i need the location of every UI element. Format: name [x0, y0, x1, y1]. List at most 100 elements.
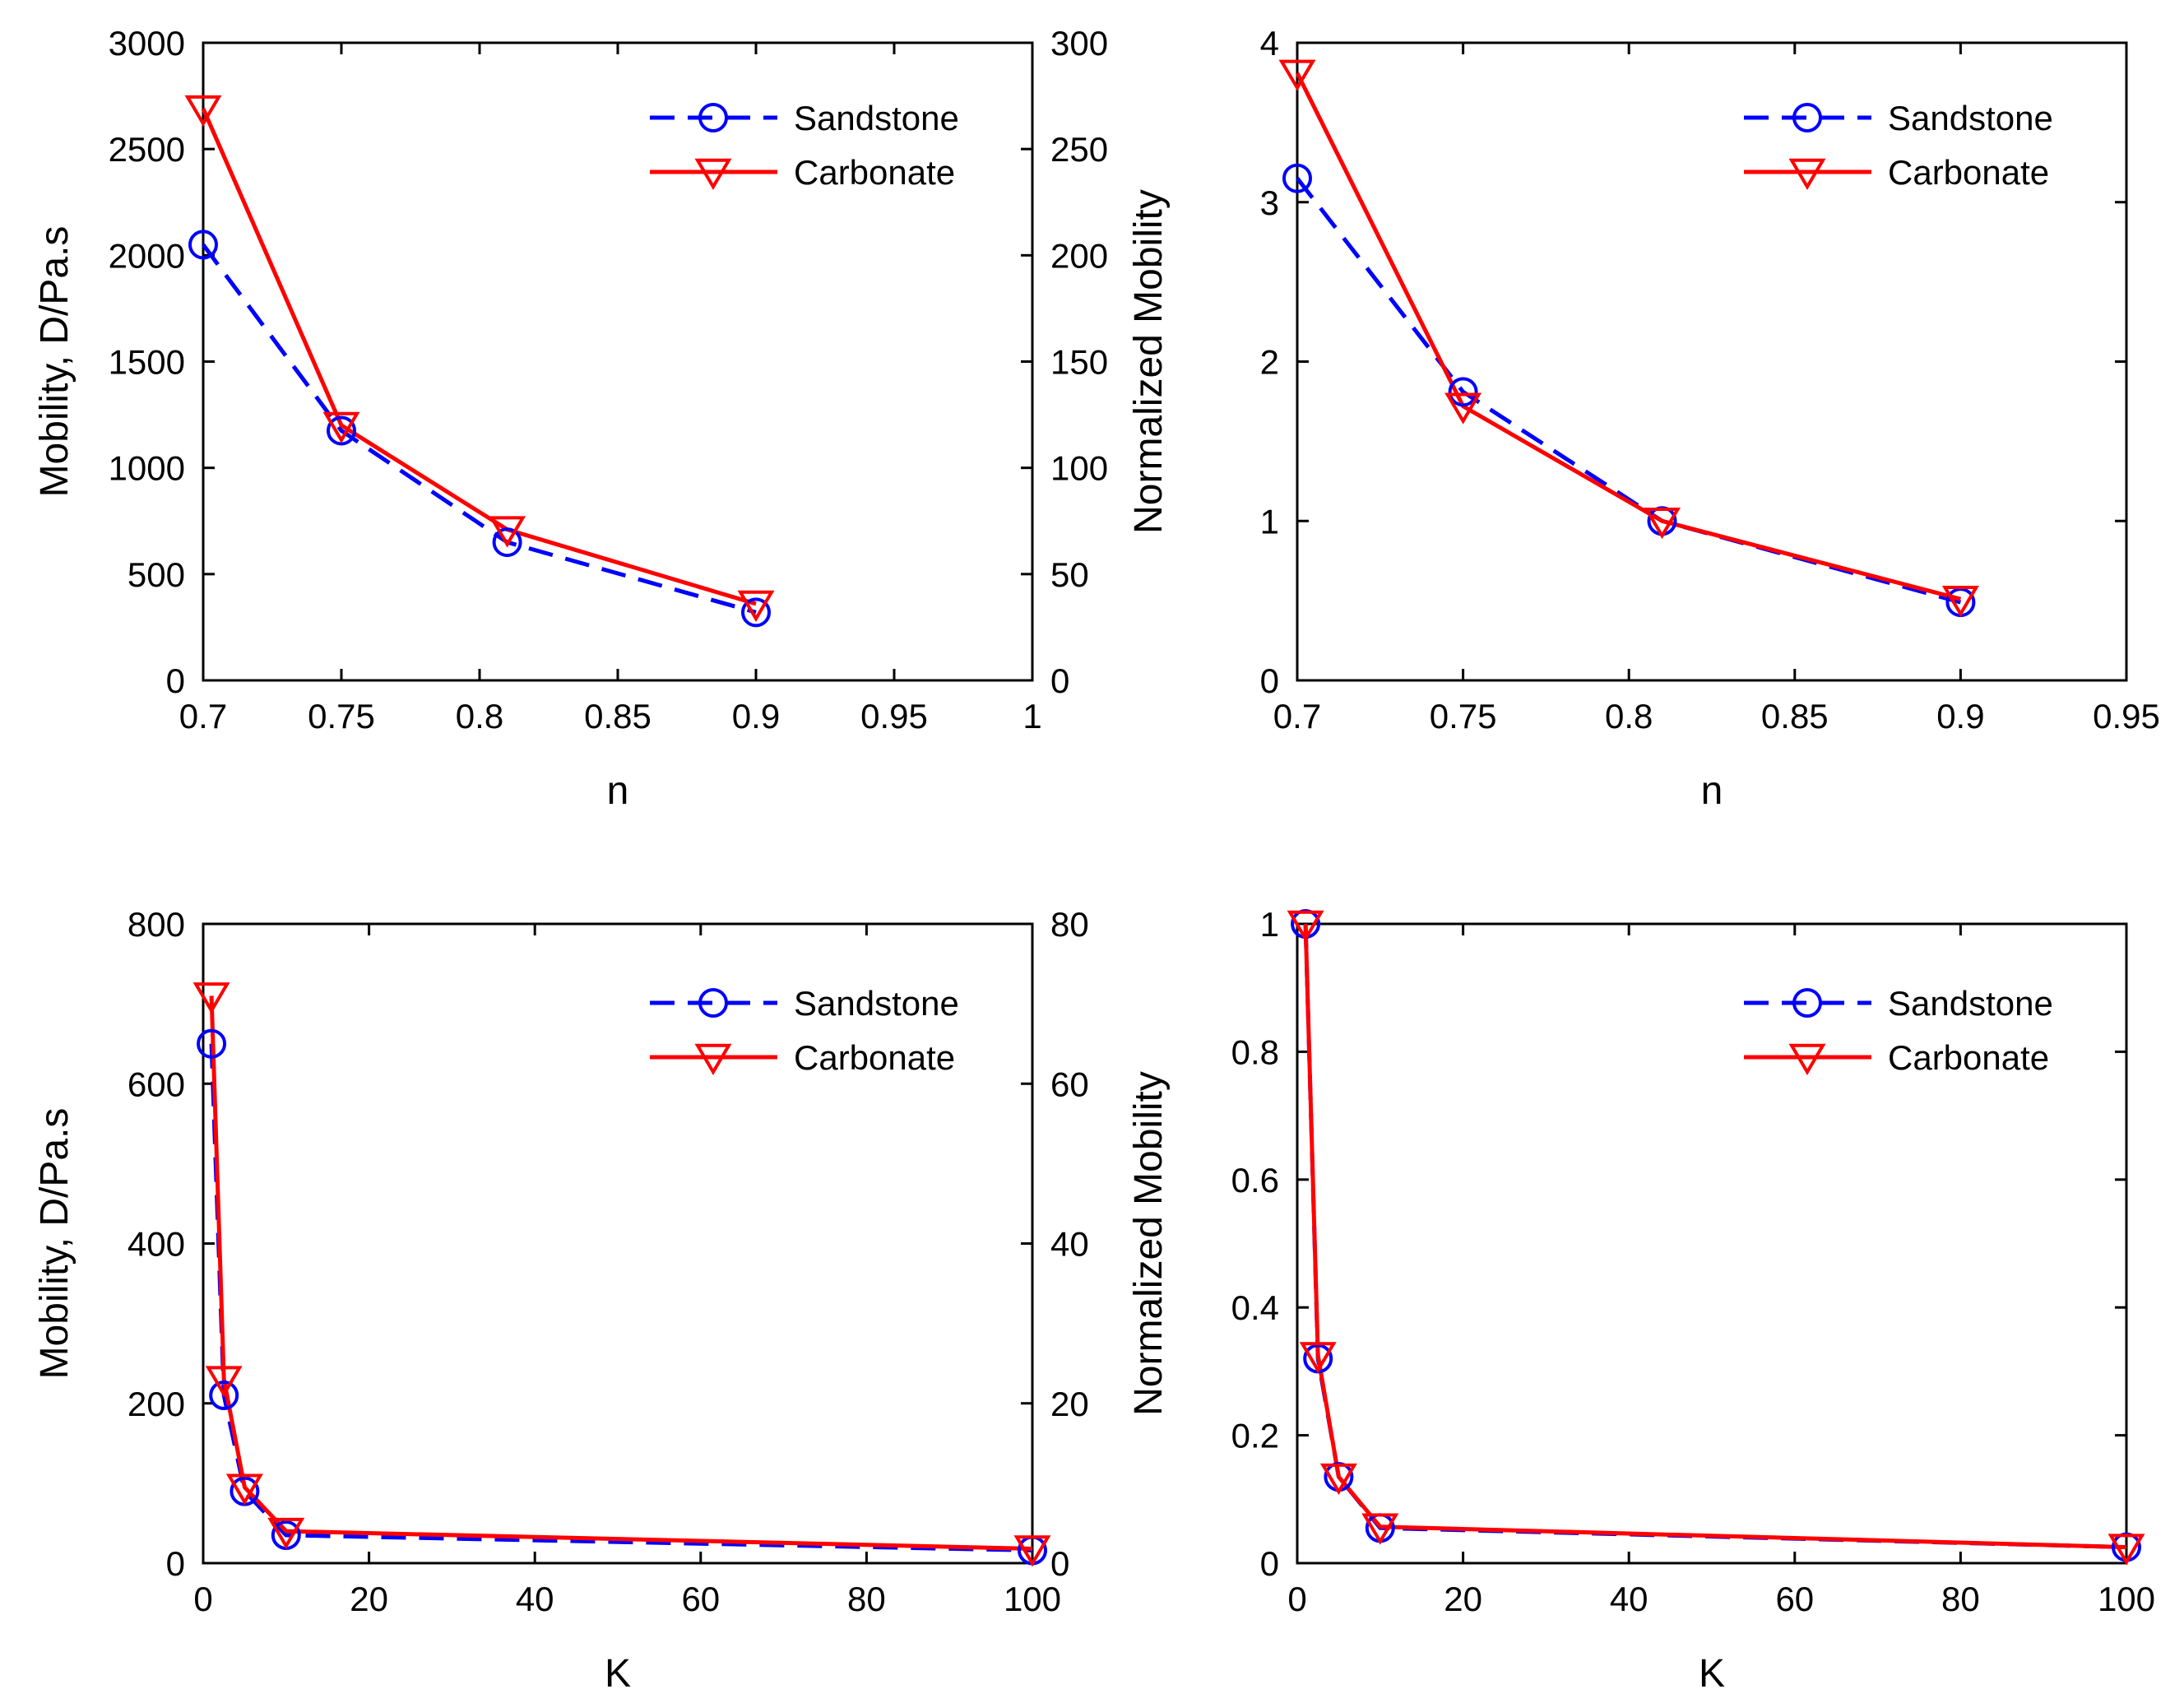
y-tick-label: 0.6 [1231, 1161, 1279, 1200]
x-tick-label: 40 [516, 1580, 554, 1618]
data-point-sandstone [1282, 163, 1312, 193]
data-point-carbonate [1361, 1513, 1399, 1545]
legend: Sandstone Carbonate [650, 99, 959, 192]
legend: Sandstone Carbonate [1744, 99, 2053, 192]
series-line-sandstone [1296, 177, 1962, 605]
y-tick-label: 4 [1260, 24, 1279, 63]
x-tick-label: 0 [193, 1580, 212, 1618]
data-point-carbonate [192, 982, 230, 1014]
y-tick-label: 400 [128, 1225, 185, 1264]
y-tick-label: 0.4 [1231, 1288, 1279, 1327]
legend: Sandstone Carbonate [1744, 984, 2053, 1077]
data-point-sandstone [188, 230, 218, 260]
plot-frame [1296, 41, 2128, 682]
data-point-carbonate [2107, 1534, 2145, 1566]
x-tick-label: 0.85 [1761, 697, 1829, 735]
y-axis-label: Normalized Mobility [1127, 189, 1171, 534]
x-tick-label: 0.7 [1273, 697, 1321, 735]
y-axis-label: Normalized Mobility [1127, 1071, 1171, 1416]
data-point-carbonate [1299, 1342, 1337, 1374]
legend-label-carbonate: Carbonate [1888, 153, 2049, 192]
y2-tick-label: 60 [1050, 1065, 1089, 1103]
y-tick-label: 500 [128, 555, 185, 594]
x-tick-label: 0.9 [1936, 697, 1984, 735]
series-line-carbonate [209, 995, 1033, 1552]
y-tick-label: 1500 [109, 343, 185, 382]
legend-marker-sandstone [698, 988, 728, 1018]
data-point-carbonate [1013, 1535, 1051, 1567]
y-tick-label: 0 [166, 661, 185, 700]
legend-label-carbonate: Carbonate [794, 1038, 955, 1077]
y-tick-label: 1 [1260, 502, 1279, 541]
y-tick-label: 3000 [109, 24, 185, 63]
y2-tick-label: 250 [1050, 130, 1108, 169]
data-point-sandstone [209, 1380, 239, 1411]
x-tick-label: 60 [1775, 1580, 1814, 1618]
x-tick-label: 40 [1610, 1580, 1648, 1618]
legend: Sandstone Carbonate [650, 984, 959, 1077]
data-point-sandstone [741, 597, 771, 628]
data-point-carbonate [322, 411, 360, 443]
data-point-carbonate [737, 590, 775, 622]
chart-panel-4: 0 20 40 60 80 100 0 0.2 0.4 0.6 0.8 1 K Normalized Mo… [1127, 905, 2155, 1696]
x-axis-label: n [1701, 769, 1723, 813]
y-tick-label: 1000 [109, 449, 185, 488]
data-point-carbonate [225, 1473, 263, 1506]
x-tick-label: 0.85 [584, 697, 651, 735]
series-line-carbonate [1303, 923, 2127, 1550]
series-line-sandstone [209, 1043, 1033, 1552]
x-tick-label: 100 [1004, 1580, 1061, 1618]
x-tick-label: 0.7 [179, 697, 227, 735]
y-tick-label: 0.8 [1231, 1032, 1279, 1071]
y2-tick-label: 0 [1050, 1544, 1069, 1583]
y-tick-label: 0 [166, 1544, 185, 1583]
x-tick-label: 20 [350, 1580, 388, 1618]
legend-marker-carbonate [694, 158, 732, 190]
data-point-carbonate [267, 1517, 305, 1550]
data-point-carbonate [1287, 910, 1324, 942]
x-tick-label: 0.75 [308, 697, 375, 735]
y-tick-label: 1 [1260, 905, 1279, 944]
y2-tick-label: 100 [1050, 449, 1108, 488]
y-axis-label: Mobility, D/Pa.s [33, 1108, 77, 1380]
y-tick-label: 600 [128, 1065, 185, 1103]
data-point-carbonate [184, 95, 222, 128]
series-line-carbonate [201, 108, 757, 606]
x-tick-label: 0.95 [2093, 697, 2160, 735]
legend-marker-sandstone [1792, 103, 1822, 132]
data-point-carbonate [1941, 585, 1979, 618]
y-tick-label: 2500 [109, 130, 185, 169]
series-line-sandstone [201, 243, 757, 615]
legend-label-sandstone: Sandstone [1888, 99, 2053, 137]
data-point-carbonate [205, 1366, 243, 1398]
x-tick-label: 0.8 [1605, 697, 1653, 735]
y2-tick-label: 20 [1050, 1385, 1089, 1423]
data-point-sandstone [492, 527, 522, 558]
x-tick-label: 0.9 [732, 697, 780, 735]
legend-label-sandstone: Sandstone [794, 984, 959, 1023]
y-tick-label: 800 [128, 905, 185, 944]
legend-label-carbonate: Carbonate [1888, 1038, 2049, 1077]
y2-tick-label: 50 [1050, 555, 1089, 594]
x-tick-label: 1 [1022, 697, 1041, 735]
y-tick-label: 0 [1260, 661, 1279, 700]
series-line-carbonate [1295, 72, 1962, 601]
y2-tick-label: 150 [1050, 343, 1108, 382]
y-tick-label: 200 [128, 1385, 185, 1423]
data-point-carbonate [1278, 59, 1316, 91]
y-tick-label: 2 [1260, 343, 1279, 382]
y-tick-label: 3 [1260, 183, 1279, 222]
x-axis-label: K [1699, 1652, 1725, 1696]
y-tick-label: 0 [1260, 1544, 1279, 1583]
legend-marker-sandstone [1792, 988, 1822, 1018]
y2-tick-label: 300 [1050, 24, 1108, 63]
chart-panel-2: 0.7 0.75 0.8 0.85 0.9 0.95 0 1 2 3 4 n Normalized Mo… [1127, 24, 2160, 813]
y-tick-label: 2000 [109, 236, 185, 275]
legend-label-sandstone: Sandstone [1888, 984, 2053, 1023]
legend-marker-carbonate [694, 1043, 732, 1075]
y2-tick-label: 40 [1050, 1225, 1089, 1264]
x-tick-label: 0.95 [860, 697, 928, 735]
data-point-carbonate [1444, 392, 1482, 425]
data-point-carbonate [489, 516, 526, 548]
data-point-sandstone [327, 415, 356, 446]
